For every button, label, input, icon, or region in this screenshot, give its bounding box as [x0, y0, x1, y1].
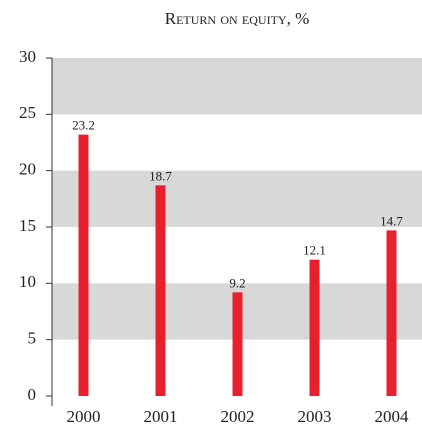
bar — [309, 259, 320, 396]
bar — [78, 134, 89, 396]
value-label: 18.7 — [149, 168, 172, 183]
value-label: 12.1 — [303, 243, 326, 258]
bar — [232, 292, 243, 396]
value-label: 9.2 — [229, 275, 245, 290]
x-tick-label: 2000 — [67, 407, 101, 426]
chart-title: Return on equity, % — [165, 9, 309, 28]
x-tick-label: 2003 — [298, 407, 332, 426]
grid-band — [52, 58, 422, 115]
y-tick-label: 30 — [19, 47, 36, 66]
bar — [386, 230, 397, 396]
y-tick-label: 0 — [28, 385, 37, 404]
y-tick-label: 5 — [28, 329, 37, 348]
x-tick-label: 2002 — [221, 407, 255, 426]
value-label: 14.7 — [380, 213, 403, 228]
bar — [155, 185, 166, 396]
x-tick-label: 2004 — [375, 407, 410, 426]
grid-band — [52, 170, 422, 227]
value-label: 23.2 — [72, 118, 95, 133]
y-tick-label: 10 — [19, 272, 36, 291]
y-tick-label: 20 — [19, 160, 36, 179]
x-tick-label: 2001 — [144, 407, 178, 426]
y-tick-label: 15 — [19, 216, 36, 235]
y-tick-label: 25 — [19, 103, 36, 122]
